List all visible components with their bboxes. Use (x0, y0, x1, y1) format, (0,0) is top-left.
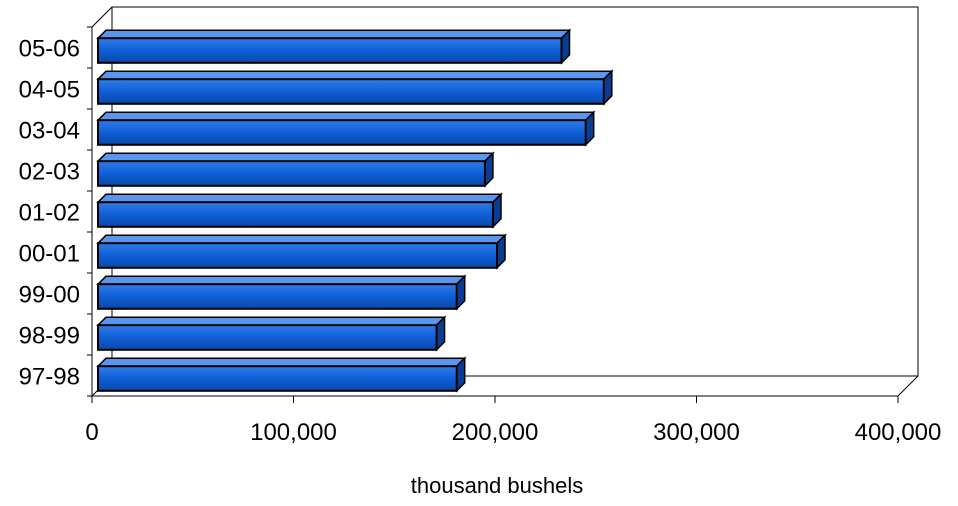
bar-front-face (97, 160, 486, 187)
category-label: 97-98 (19, 364, 80, 391)
bar (96, 192, 503, 229)
bar-front-face (97, 283, 458, 310)
bar-top-face (96, 275, 467, 285)
bar (96, 315, 447, 352)
bar (96, 110, 596, 147)
bar (96, 151, 495, 188)
bar-top-face (96, 193, 503, 203)
bar-top-face (96, 357, 467, 367)
bar-top-face (96, 111, 596, 121)
bar-front-face (97, 78, 605, 105)
category-label: 03-04 (19, 118, 80, 145)
x-axis-title: thousand bushels (411, 473, 583, 498)
bars (96, 28, 614, 393)
bar (96, 233, 507, 270)
x-tick-label: 400,000 (855, 419, 942, 446)
category-label: 05-06 (19, 36, 80, 63)
bar-top-face (96, 29, 572, 39)
x-tick-label: 300,000 (653, 419, 740, 446)
bar-front-face (97, 201, 494, 228)
back-wall-outline (91, 6, 919, 397)
category-label: 00-01 (19, 241, 80, 268)
bar-top-face (96, 316, 447, 326)
x-tick-label: 100,000 (250, 419, 337, 446)
bar-top-face (96, 70, 614, 80)
category-label: 04-05 (19, 77, 80, 104)
bar (96, 28, 572, 65)
category-label: 02-03 (19, 159, 80, 186)
bar (96, 69, 614, 106)
category-label: 01-02 (19, 200, 80, 227)
bar-top-face (96, 152, 495, 162)
bar-top-face (96, 234, 507, 244)
bar-front-face (97, 242, 499, 269)
category-label: 98-99 (19, 323, 80, 350)
x-tick-label: 200,000 (452, 419, 539, 446)
bar (96, 274, 467, 311)
bar-front-face (97, 119, 587, 146)
bar-front-face (97, 365, 458, 392)
bar-front-face (97, 324, 438, 351)
bar (96, 356, 467, 393)
x-tick-label: 0 (85, 419, 98, 446)
category-labels: 05-06 04-05 03-04 02-03 01-02 00-01 99-00 98-99… (19, 36, 80, 391)
bar-front-face (97, 37, 563, 64)
category-label: 99-00 (19, 282, 80, 309)
x-tick-labels: 0 100,000 200,000 300,000 400,000 (85, 419, 941, 446)
